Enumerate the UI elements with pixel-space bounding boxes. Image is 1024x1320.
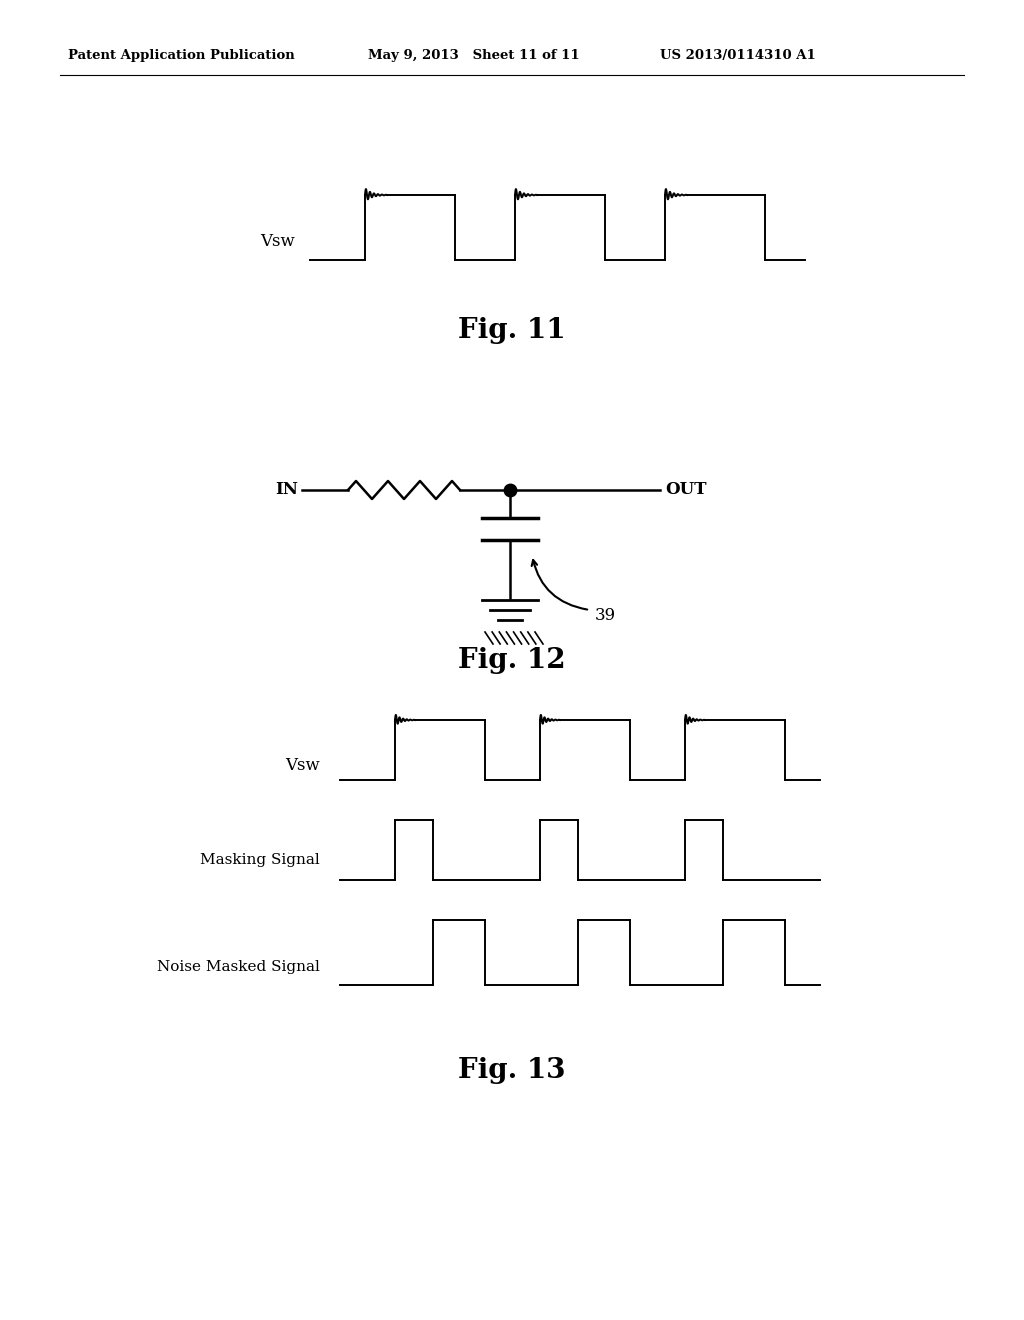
Text: Masking Signal: Masking Signal xyxy=(201,853,319,867)
Text: Vsw: Vsw xyxy=(286,756,319,774)
Text: Patent Application Publication: Patent Application Publication xyxy=(68,49,295,62)
Text: Fig. 12: Fig. 12 xyxy=(458,647,566,673)
Text: 39: 39 xyxy=(595,606,616,623)
Text: US 2013/0114310 A1: US 2013/0114310 A1 xyxy=(660,49,816,62)
Text: OUT: OUT xyxy=(665,482,707,499)
Text: Vsw: Vsw xyxy=(260,234,295,251)
Text: Fig. 13: Fig. 13 xyxy=(459,1056,565,1084)
Text: May 9, 2013   Sheet 11 of 11: May 9, 2013 Sheet 11 of 11 xyxy=(368,49,580,62)
Text: Noise Masked Signal: Noise Masked Signal xyxy=(157,960,319,974)
Text: Fig. 11: Fig. 11 xyxy=(458,317,566,343)
Text: IN: IN xyxy=(275,482,298,499)
